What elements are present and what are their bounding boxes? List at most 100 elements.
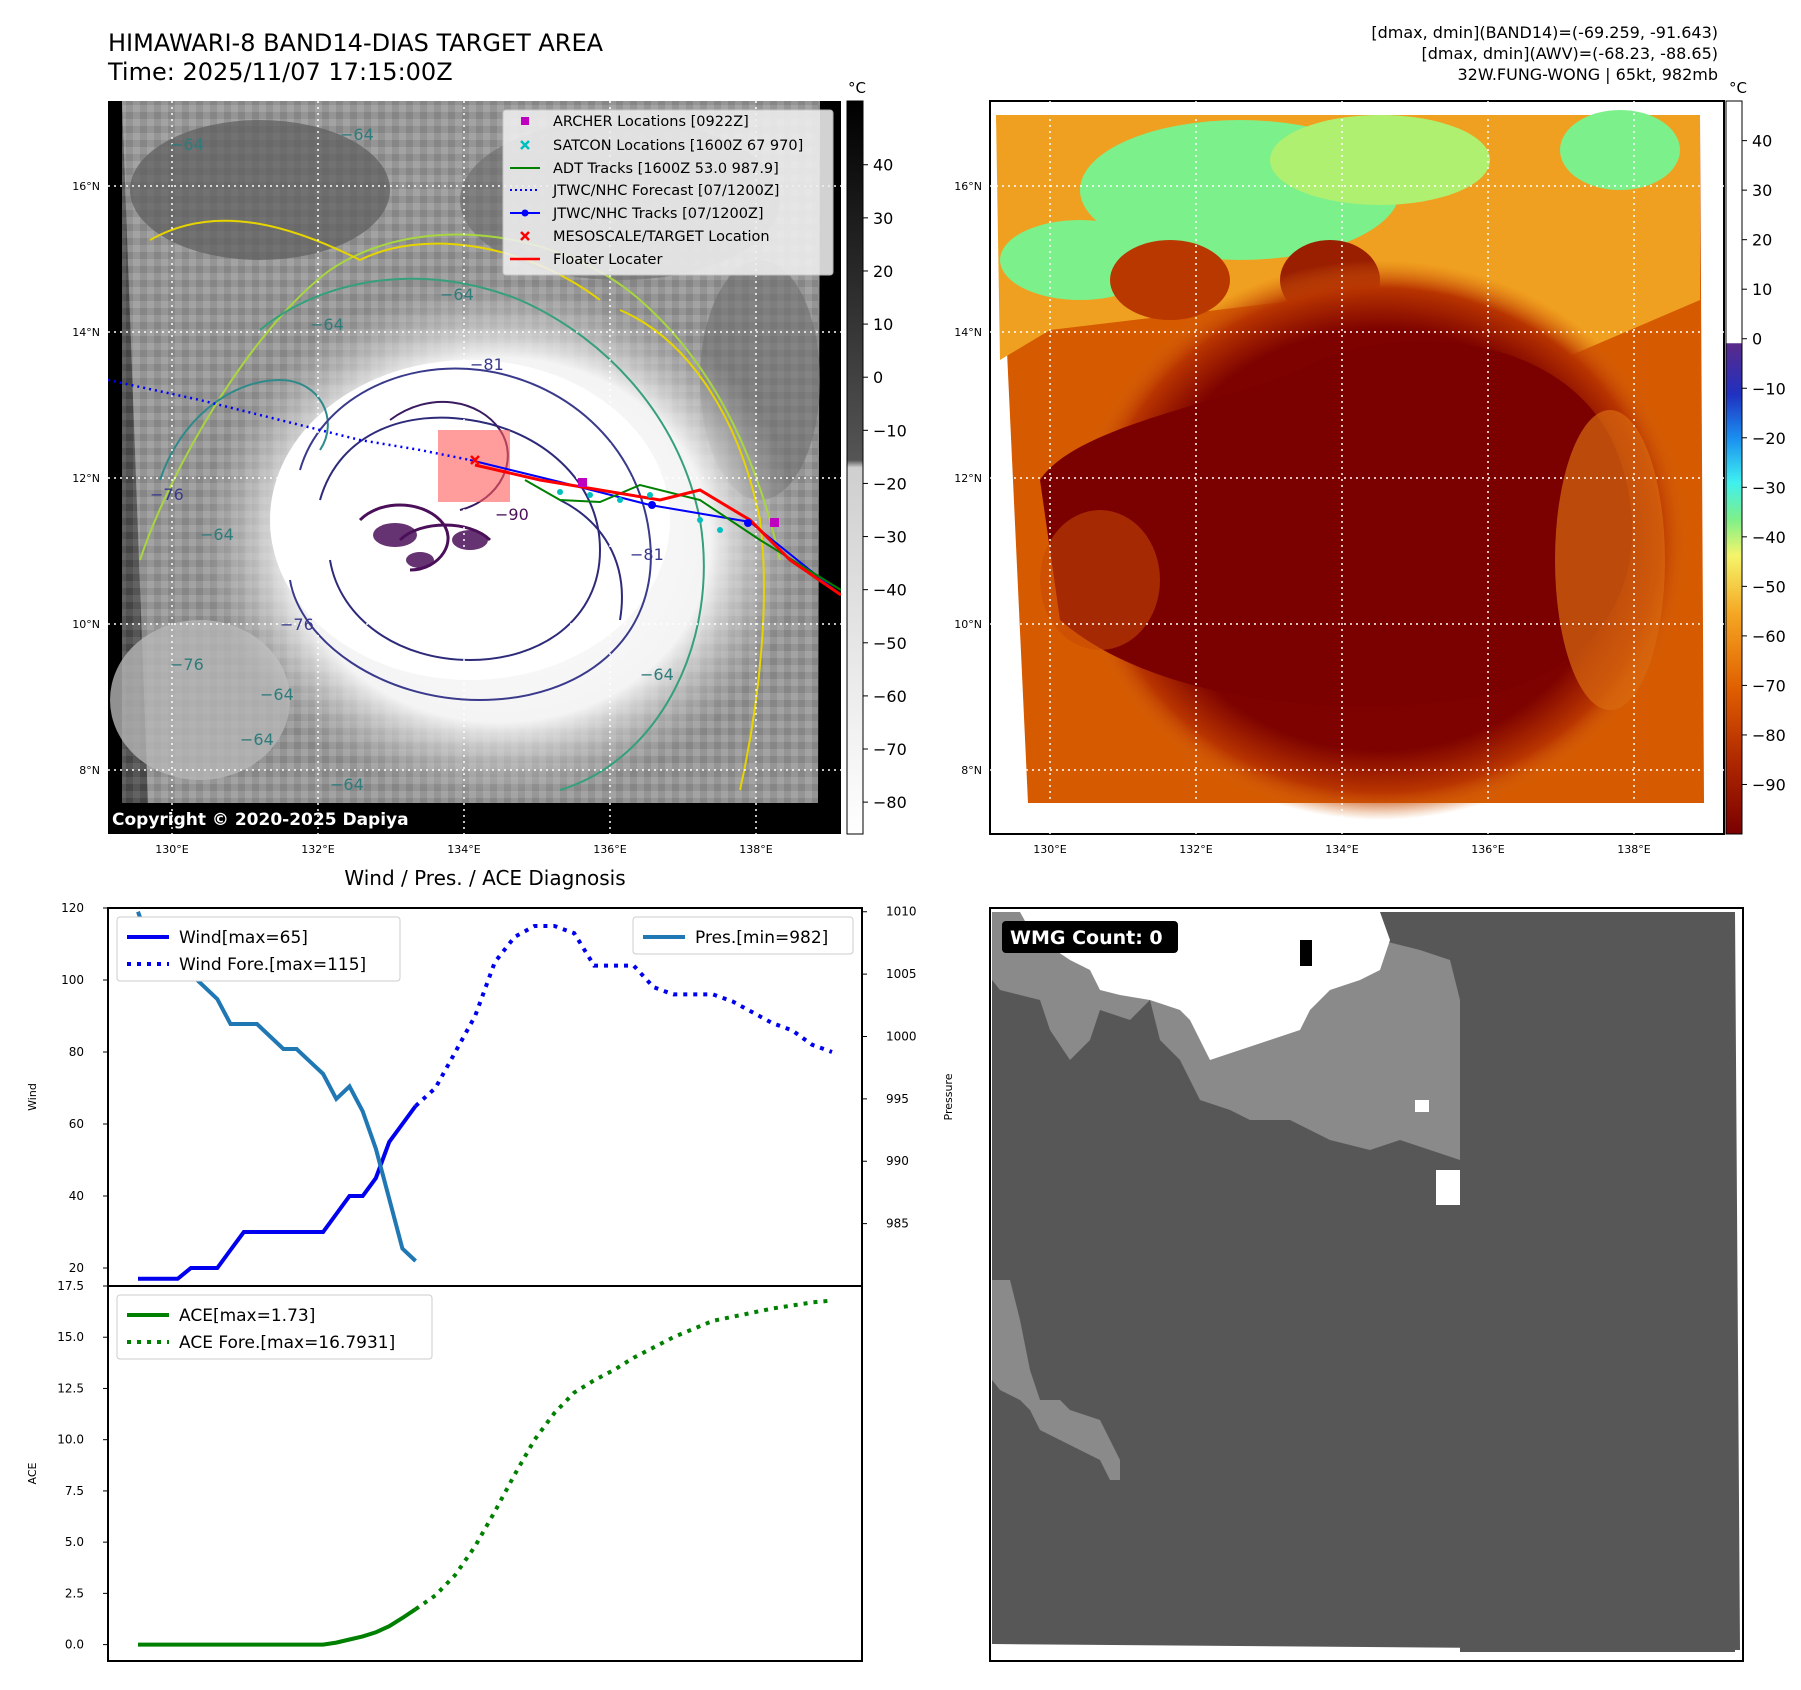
contour-label: −90 [495, 505, 529, 524]
colorbar-tick-label: −10 [1752, 379, 1786, 398]
colorbar-tick-label: 30 [873, 209, 893, 228]
y-tick-label: 12.5 [57, 1381, 84, 1395]
lat-label: 16°N [954, 180, 982, 193]
legend-label: Pres.[min=982] [695, 928, 828, 948]
lon-label: 134°E [447, 843, 480, 856]
colorbar-tick-label: 40 [1752, 132, 1772, 151]
colorbar-tick-label: −50 [1752, 577, 1786, 596]
wmg-field [992, 912, 1740, 1652]
lat-label: 10°N [954, 618, 982, 631]
colorbar-tick-label: −20 [873, 474, 907, 493]
floater-track [474, 463, 841, 597]
y-tick-label: 10.0 [57, 1433, 84, 1447]
colorbar-tick-label: −90 [1752, 775, 1786, 794]
ir-colorbar-unit: °C [848, 79, 866, 97]
contour-label: −64 [170, 135, 204, 154]
y-right-axis-label: Pressure [942, 1073, 955, 1120]
satcon-markers [557, 489, 723, 533]
colorbar-tick-label: −30 [873, 528, 907, 547]
colorbar-tick-label: −70 [1752, 676, 1786, 695]
colorbar-tick-label: 10 [873, 315, 893, 334]
lon-label: 130°E [1033, 843, 1066, 856]
colorbar-tick-label: 30 [1752, 181, 1772, 200]
contour-label: −81 [470, 355, 504, 374]
y-tick-label: 7.5 [65, 1484, 84, 1498]
colorbar-tick-label: −40 [873, 581, 907, 600]
ace-chart: 17.5 15.0 12.5 10.0 7.5 5.0 2.5 0.0 ACE ACE[max=1… [26, 1279, 863, 1662]
storm-info: 32W.FUNG-WONG | 65kt, 982mb [1457, 65, 1718, 84]
ir-colorbar: °C 40 30 20 10 0 −10 −20 −30 −40 −50 −60 −70 −80 [846, 79, 907, 835]
y-tick-label: 5.0 [65, 1535, 84, 1549]
colorbar-tick-label: 0 [1752, 330, 1762, 349]
colorbar-tick-label: −80 [1752, 726, 1786, 745]
lon-label: 132°E [301, 843, 334, 856]
lat-label: 14°N [954, 326, 982, 339]
contour-label: −64 [440, 285, 474, 304]
y-tick-label: 20 [69, 1261, 84, 1275]
y-right-tick-label: 1010 [886, 905, 917, 919]
target-marker [470, 455, 480, 465]
lon-label: 130°E [155, 843, 188, 856]
awv-colorbar-unit: °C [1729, 79, 1747, 97]
awv-imagery [990, 101, 1724, 834]
contour-label: −64 [310, 315, 344, 334]
series-line [138, 1104, 418, 1281]
jtwc-forecast-track [108, 378, 471, 462]
y-tick-label: 0.0 [65, 1638, 84, 1652]
contour-label: −64 [340, 125, 374, 144]
colorbar-tick-label: −20 [1752, 429, 1786, 448]
legend-adt: ADT Tracks [1600Z 53.0 987.9] [553, 161, 779, 177]
legend-label: ACE[max=1.73] [179, 1306, 315, 1326]
contour-label: −76 [170, 655, 204, 674]
archer-marker [578, 478, 587, 487]
y-tick-label: 17.5 [57, 1279, 84, 1293]
contour-label: −76 [150, 485, 184, 504]
colorbar-tick-label: −40 [1752, 528, 1786, 547]
lat-label: 12°N [954, 472, 982, 485]
colorbar-tick-label: −10 [873, 421, 907, 440]
copyright: Copyright © 2020-2025 Dapiya [112, 810, 409, 830]
y-tick-label: 40 [69, 1189, 84, 1203]
figure-title: HIMAWARI-8 BAND14-DIAS TARGET AREA [108, 29, 604, 57]
lat-label: 8°N [79, 764, 100, 777]
y-right-tick-label: 1005 [886, 967, 917, 981]
y-tick-label: 60 [69, 1117, 84, 1131]
y-axis-label: Wind [26, 1083, 39, 1111]
legend-jtwc-tracks: JTWC/NHC Tracks [07/1200Z] [552, 206, 764, 222]
lon-label: 132°E [1179, 843, 1212, 856]
contour-label: −76 [280, 615, 314, 634]
contour-label: −64 [260, 685, 294, 704]
colorbar-tick-label: 20 [873, 262, 893, 281]
map-legend: ARCHER Locations [0922Z] SATCON Location… [502, 109, 834, 276]
contour-label: −64 [330, 775, 364, 794]
ir-imagery: −64 −64 −64 −64 −64 −76 −76 −81 −81 −90 … [108, 101, 841, 834]
colorbar-tick-label: −70 [873, 740, 907, 759]
contour-label: −64 [240, 730, 274, 749]
figure-time: Time: 2025/11/07 17:15:00Z [107, 58, 453, 86]
lon-label: 136°E [1471, 843, 1504, 856]
y-tick-label: 15.0 [57, 1330, 84, 1344]
adt-track [524, 479, 841, 591]
lat-label: 16°N [72, 180, 100, 193]
series-line [138, 1607, 417, 1647]
awv-map-panel: 16°N 14°N 12°N 10°N 8°N 130°E 132°E 134°… [954, 79, 1786, 856]
chart-legend [116, 1294, 433, 1360]
legend-mesoscale: MESOSCALE/TARGET Location [553, 229, 770, 245]
y-tick-label: 100 [61, 973, 84, 987]
lat-label: 12°N [72, 472, 100, 485]
ir-map-panel: −64 −64 −64 −64 −64 −76 −76 −81 −81 −90 … [72, 79, 907, 856]
colorbar-tick-label: −60 [1752, 627, 1786, 646]
archer-marker [770, 518, 779, 527]
legend-label: ACE Fore.[max=16.7931] [179, 1333, 395, 1353]
awv-range: [dmax, dmin](AWV)=(-68.23, -88.65) [1421, 44, 1718, 63]
chart-legend [632, 916, 854, 955]
y-tick-label: 120 [61, 901, 84, 915]
wmg-panel: WMG Count: 0 [989, 907, 1744, 1662]
target-area-box [438, 430, 510, 502]
awv-colorbar: °C 40 30 20 10 0 −10 −20 −30 −40 −50 −60 −70 −80 −90 [1725, 79, 1786, 835]
y-tick-label: 2.5 [65, 1586, 84, 1600]
colorbar-tick-label: 0 [873, 368, 883, 387]
y-right-tick-label: 985 [886, 1217, 909, 1231]
lat-label: 10°N [72, 618, 100, 631]
